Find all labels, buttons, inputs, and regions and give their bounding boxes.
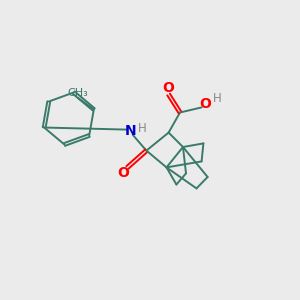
Text: H: H [137, 122, 146, 136]
Text: O: O [117, 166, 129, 180]
Text: O: O [199, 97, 211, 111]
Text: CH₃: CH₃ [67, 88, 88, 98]
Text: H: H [213, 92, 222, 105]
Text: N: N [125, 124, 136, 138]
Text: O: O [163, 81, 175, 95]
